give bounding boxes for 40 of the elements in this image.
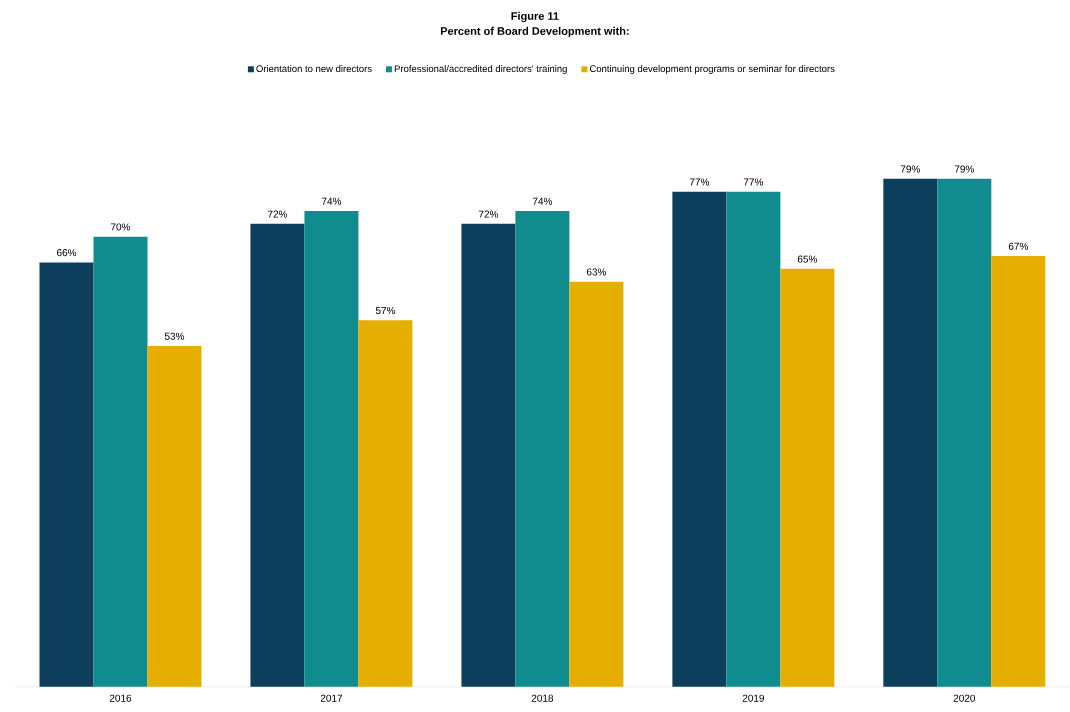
bar	[515, 211, 570, 687]
bar	[937, 178, 992, 687]
bar	[304, 211, 359, 687]
bar	[461, 223, 516, 687]
bar	[93, 236, 148, 687]
data-label: 77%	[743, 178, 764, 186]
data-label: 57%	[375, 307, 396, 315]
x-tick-label: 2018	[531, 694, 554, 702]
legend-label: Orientation to new directors	[256, 65, 372, 73]
legend-label: Continuing development programs or seminar for directors	[589, 65, 835, 75]
data-label: 66%	[56, 249, 77, 257]
bar	[39, 262, 94, 687]
x-tick-label: 2019	[742, 694, 765, 702]
bar	[569, 281, 624, 687]
data-label: 79%	[954, 165, 974, 173]
bar	[147, 346, 202, 687]
data-label: 74%	[532, 197, 553, 205]
legend-label: Professional/accredited directors' training	[394, 65, 567, 75]
data-label: 74%	[321, 197, 342, 205]
data-label: 77%	[689, 178, 710, 186]
data-label: 79%	[900, 165, 920, 173]
data-label: 63%	[586, 268, 607, 276]
data-label: 70%	[111, 223, 131, 231]
x-tick-label: 2017	[320, 694, 343, 702]
bar	[991, 256, 1046, 687]
bar	[250, 223, 305, 687]
bar	[780, 268, 835, 687]
x-tick-label: 2020	[953, 694, 976, 702]
data-label: 72%	[267, 210, 288, 218]
bar	[883, 178, 938, 687]
chart-subtitle: Percent of Board Development with:	[440, 26, 629, 38]
data-label: 53%	[164, 332, 185, 340]
bar	[726, 191, 781, 687]
x-tick-label: 2016	[109, 694, 132, 702]
data-label: 65%	[797, 255, 818, 263]
data-label: 72%	[478, 210, 499, 218]
chart-title: Figure 11	[511, 11, 559, 23]
bar	[672, 191, 727, 687]
data-label: 67%	[1008, 242, 1028, 250]
bar	[358, 320, 413, 687]
